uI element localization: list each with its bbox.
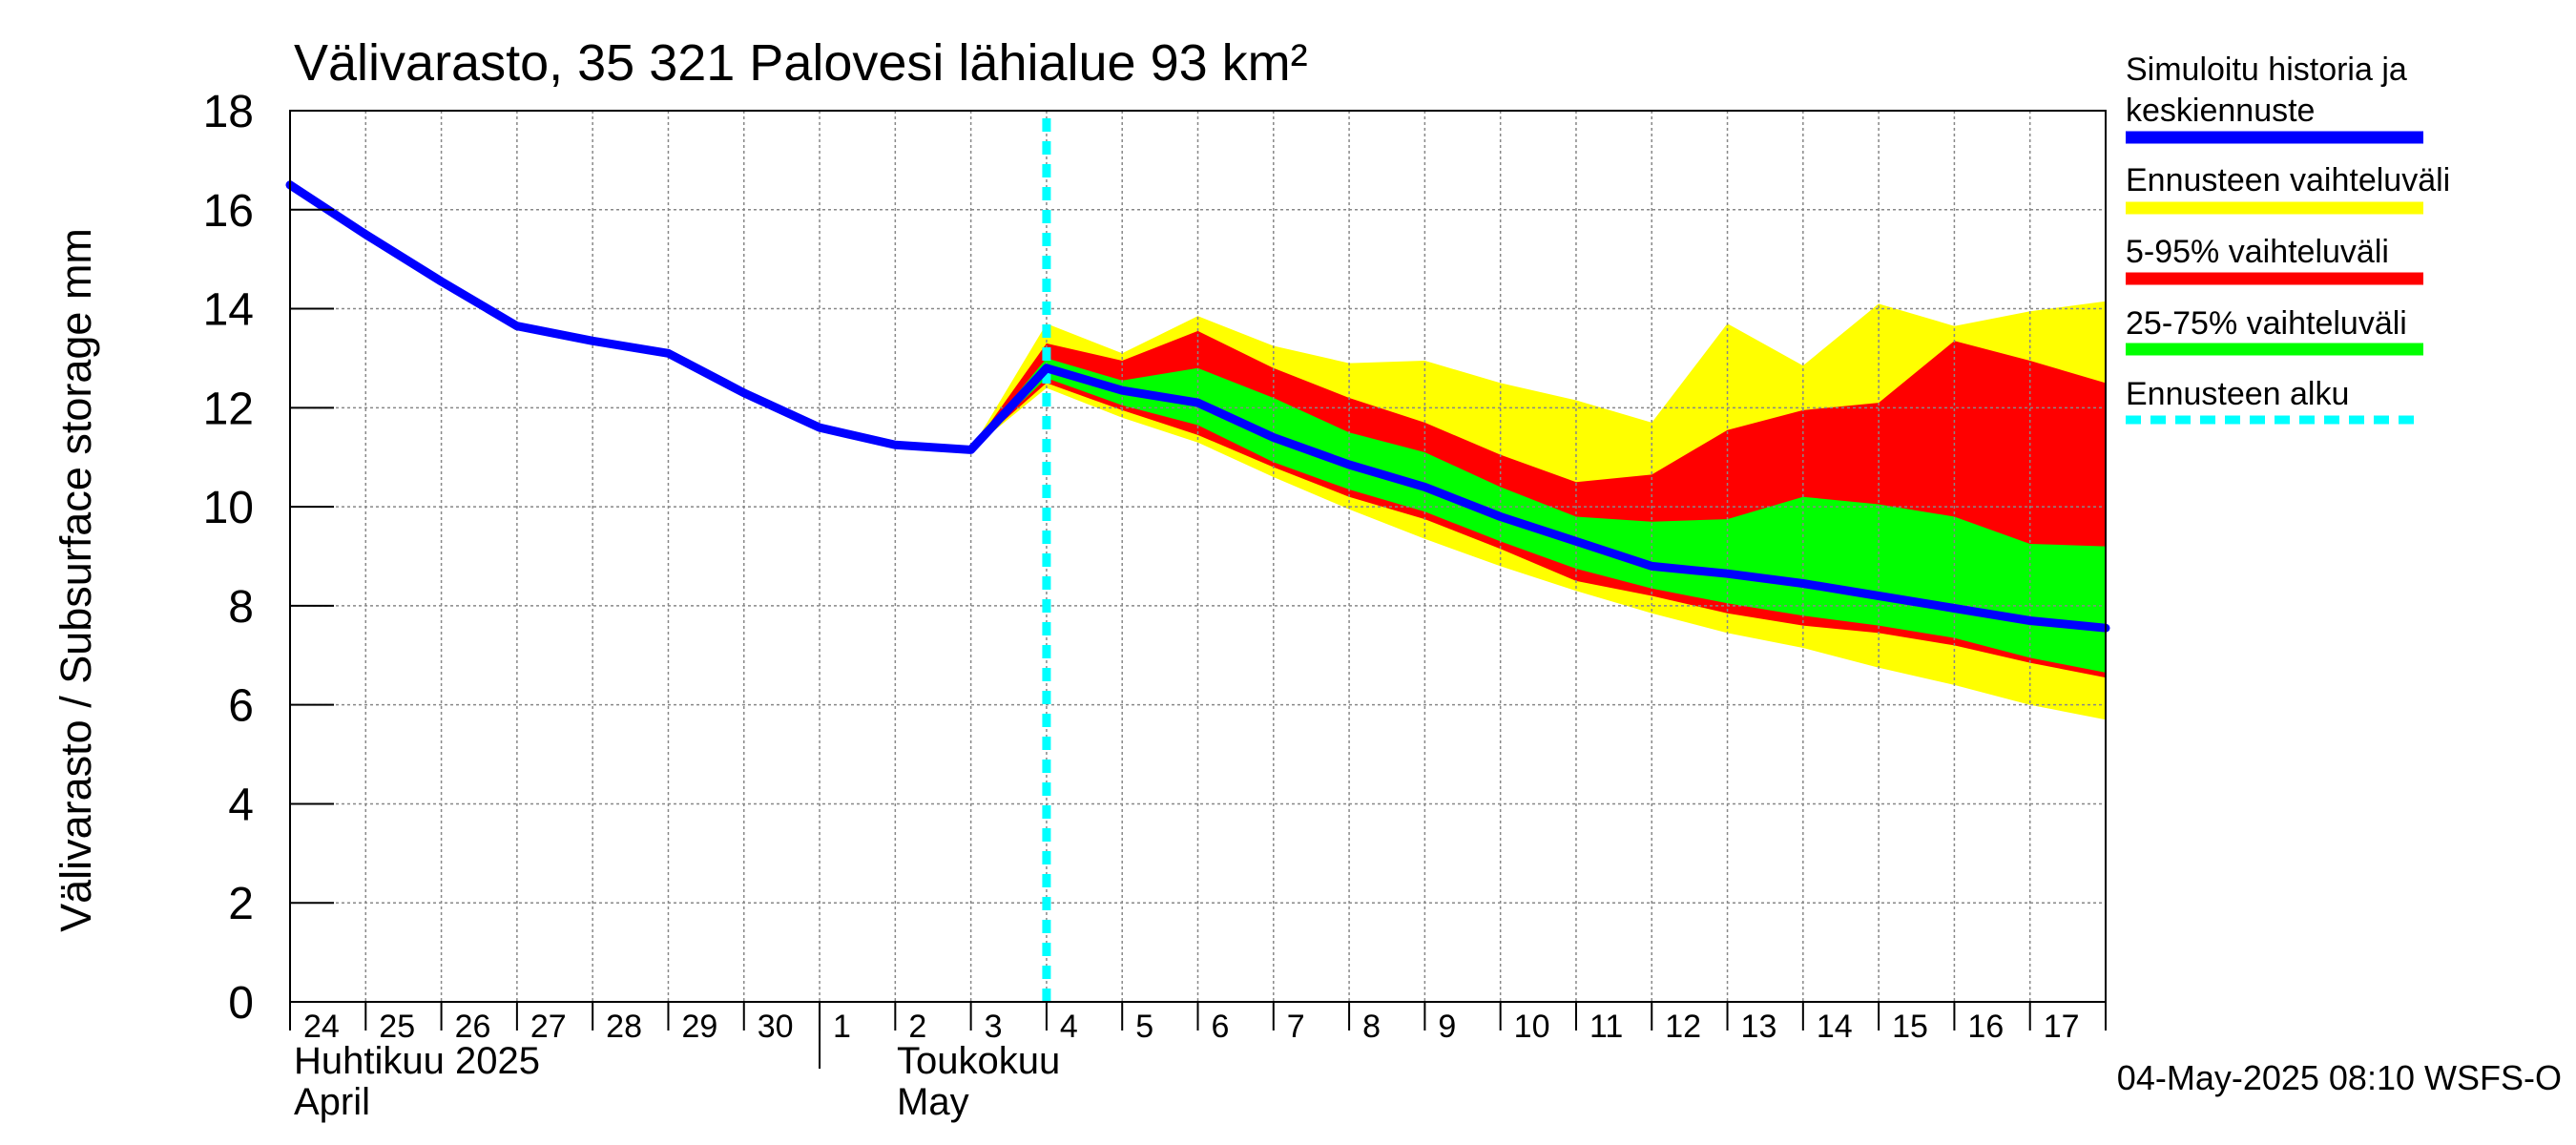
y-tick-label: 2 (228, 879, 254, 929)
chart-title: Välivarasto, 35 321 Palovesi lähialue 93… (294, 34, 1308, 92)
x-tick-label: 14 (1817, 1009, 1853, 1045)
y-tick-label: 16 (203, 186, 254, 237)
x-tick-label: 25 (379, 1009, 415, 1045)
y-tick-label: 6 (228, 681, 254, 732)
month-label-fi: Toukokuu (897, 1040, 1060, 1082)
legend-label: Ennusteen alku (2126, 376, 2349, 412)
x-tick-label: 6 (1212, 1009, 1230, 1045)
x-tick-label: 16 (1967, 1009, 2004, 1045)
history-median-line (285, 180, 2110, 633)
x-tick-label: 9 (1438, 1009, 1456, 1045)
y-axis-label: Välivarasto / Subsurface storage mm (52, 228, 100, 932)
x-tick-label: 2 (908, 1009, 926, 1045)
x-tick-label: 30 (758, 1009, 794, 1045)
y-tick-label: 8 (228, 582, 254, 633)
x-tick-label: 4 (1060, 1009, 1078, 1045)
x-tick-label: 7 (1287, 1009, 1305, 1045)
y-tick-label: 0 (228, 978, 254, 1029)
timestamp: 04-May-2025 08:10 WSFS-O (2117, 1058, 2562, 1097)
x-tick-label: 17 (2044, 1009, 2080, 1045)
y-tick-label: 10 (203, 483, 254, 533)
x-tick-label: 11 (1589, 1009, 1623, 1045)
x-tick-label: 1 (833, 1009, 851, 1045)
band-25-75 (970, 358, 2106, 673)
month-label-fi: Huhtikuu 2025 (294, 1040, 540, 1082)
y-tick-label: 4 (228, 780, 254, 830)
legend-label: Simuloitu historia ja (2126, 52, 2407, 88)
legend-label: 5-95% vaihteluväli (2126, 234, 2389, 270)
legend: Simuloitu historia ja keskiennuste Ennuste… (2126, 52, 2450, 425)
x-tick-label: 8 (1362, 1009, 1381, 1045)
x-tick-label: 15 (1892, 1009, 1928, 1045)
x-tick-label: 10 (1514, 1009, 1550, 1045)
legend-label: Ennusteen vaihteluväli (2126, 162, 2450, 198)
x-tick-label: 13 (1741, 1009, 1777, 1045)
legend-label: 25-75% vaihteluväli (2126, 305, 2407, 342)
x-tick-label: 24 (303, 1009, 340, 1045)
x-tick-label: 12 (1665, 1009, 1701, 1045)
legend-label: keskiennuste (2126, 93, 2315, 129)
series-lines (285, 118, 2110, 1002)
month-label-en: April (294, 1081, 370, 1123)
x-tick-label: 5 (1135, 1009, 1153, 1045)
x-tick-label: 3 (985, 1009, 1003, 1045)
y-tick-label: 12 (203, 384, 254, 434)
x-tick-label: 29 (681, 1009, 717, 1045)
x-tick-label: 28 (606, 1009, 642, 1045)
y-tick-label: 18 (203, 87, 254, 137)
grid (290, 111, 2106, 1002)
month-label-en: May (897, 1081, 969, 1123)
x-tick-label: 27 (530, 1009, 567, 1045)
y-tick-label: 14 (203, 285, 254, 336)
x-tick-label: 26 (455, 1009, 491, 1045)
